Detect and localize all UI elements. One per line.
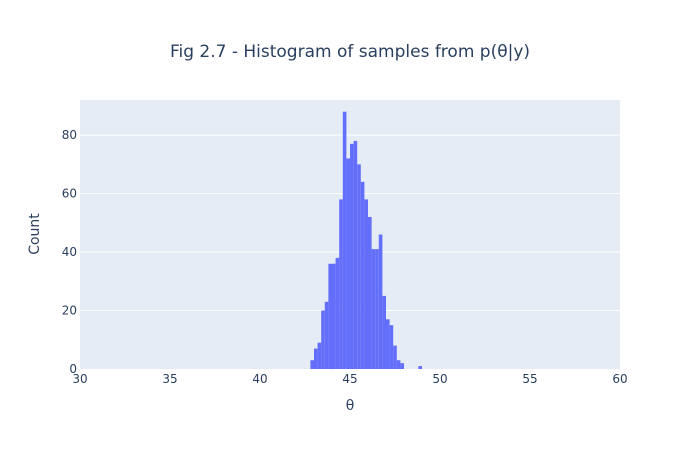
x-tick-label: 40 <box>252 372 267 386</box>
histogram-bar <box>378 234 383 369</box>
histogram-bar <box>350 143 354 369</box>
histogram-bar <box>314 348 318 369</box>
chart-title: Fig 2.7 - Histogram of samples from p(θ|… <box>170 42 530 62</box>
x-tick-label: 30 <box>72 372 87 386</box>
histogram-bar <box>393 345 397 369</box>
histogram-bar <box>324 301 329 369</box>
histogram-bar <box>375 249 379 369</box>
histogram-bar <box>328 263 332 369</box>
y-axis-title: Count <box>27 213 43 255</box>
histogram-bar <box>371 249 376 369</box>
x-axis-title: θ <box>346 398 355 414</box>
histogram-bar <box>360 181 365 369</box>
histogram-bar <box>368 216 372 369</box>
x-tick-label: 35 <box>162 372 177 386</box>
y-tick-label: 20 <box>62 304 77 318</box>
x-tick-label: 45 <box>342 372 357 386</box>
x-tick-label: 50 <box>432 372 447 386</box>
histogram-bar <box>346 158 350 369</box>
histogram-bars <box>310 111 422 370</box>
histogram-bar <box>342 111 347 370</box>
x-tick-label: 60 <box>612 372 627 386</box>
y-tick-label: 40 <box>62 245 77 259</box>
histogram-bar <box>332 263 336 369</box>
histogram-bar <box>339 199 343 369</box>
histogram-bar <box>389 325 394 369</box>
histogram-bar <box>382 295 386 369</box>
x-axis-ticks: 30 35 40 45 50 55 60 <box>72 372 627 386</box>
histogram-bar <box>335 257 340 369</box>
histogram-bar <box>317 342 322 369</box>
histogram-bar <box>400 363 404 369</box>
histogram-bar <box>321 310 325 369</box>
histogram-bar <box>357 164 361 369</box>
y-tick-label: 0 <box>69 362 77 376</box>
histogram-bar <box>386 319 390 369</box>
histogram-bar <box>364 199 368 369</box>
histogram-bar <box>396 360 401 369</box>
histogram-bar <box>310 360 314 369</box>
y-tick-label: 60 <box>62 187 77 201</box>
histogram-bar <box>418 366 422 369</box>
y-axis-ticks: 0 20 40 60 80 <box>62 128 77 376</box>
y-tick-label: 80 <box>62 128 77 142</box>
x-tick-label: 55 <box>522 372 537 386</box>
histogram-bar <box>353 140 358 369</box>
